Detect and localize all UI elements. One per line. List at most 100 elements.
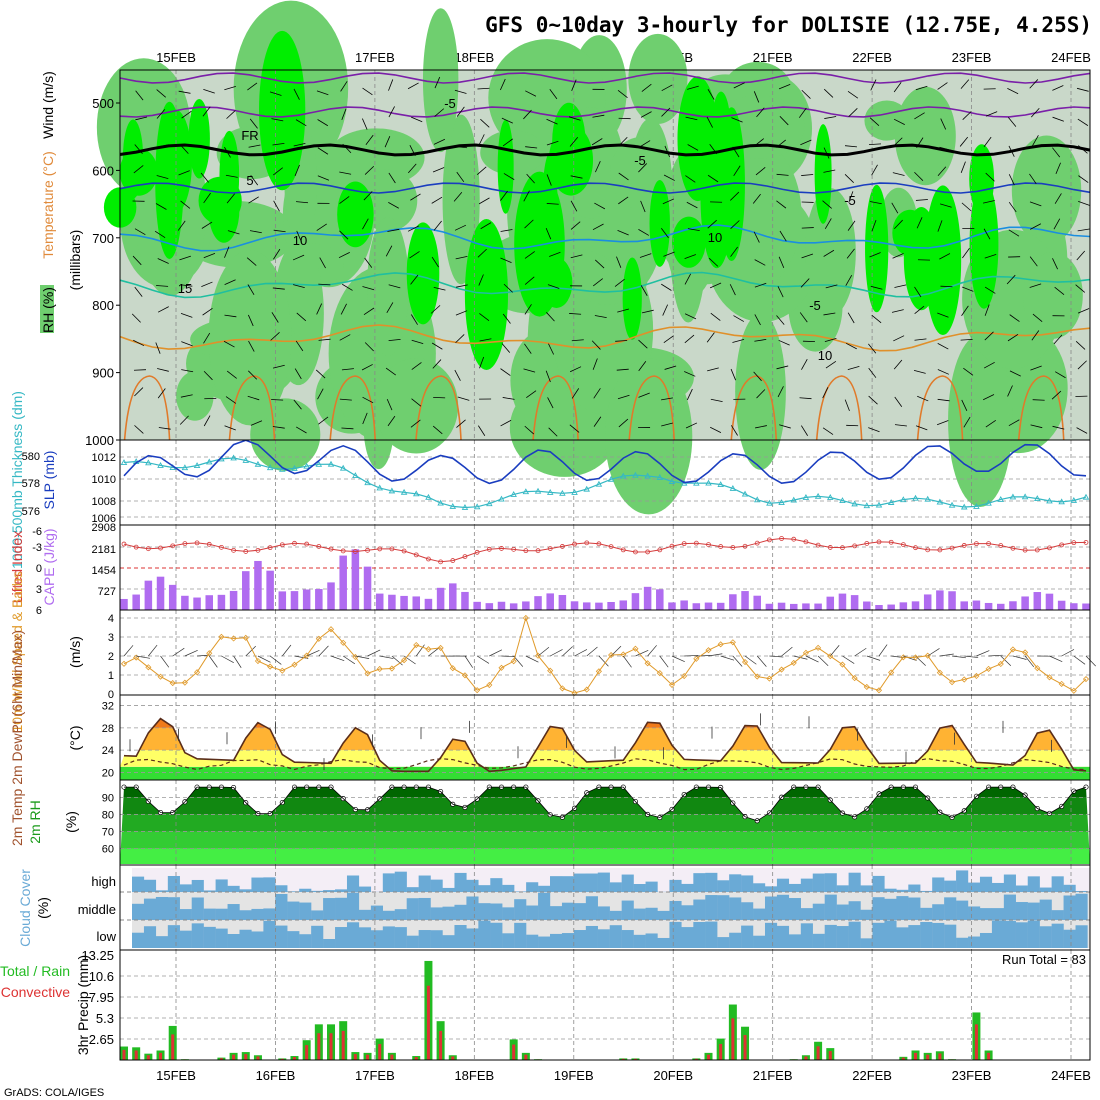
wind-barb bbox=[710, 426, 722, 433]
wind10-point bbox=[851, 675, 858, 682]
wind-barb bbox=[1052, 258, 1058, 270]
wind-barb bbox=[385, 245, 393, 257]
slp-line bbox=[123, 439, 1087, 485]
cloud-bar bbox=[1075, 893, 1088, 920]
cloud-bar bbox=[370, 930, 383, 948]
rh-high-region bbox=[259, 30, 306, 191]
cape-bar bbox=[424, 598, 433, 610]
cape-bar bbox=[875, 605, 883, 610]
cloud-bar bbox=[179, 909, 192, 920]
temperature-isoline bbox=[119, 182, 1091, 194]
wind10-barb bbox=[1024, 655, 1035, 668]
wind-barb bbox=[1030, 424, 1043, 429]
wind-barb bbox=[226, 193, 235, 204]
wind-barb bbox=[250, 175, 259, 186]
precip-conv-label: Convective bbox=[1, 984, 70, 1000]
wind-barb bbox=[293, 142, 306, 147]
wind-barb bbox=[616, 368, 629, 371]
cape-bar bbox=[1057, 600, 1066, 610]
wind-barb bbox=[1032, 399, 1045, 401]
wind10-point bbox=[827, 653, 834, 660]
wind-barb bbox=[156, 89, 167, 98]
wind-barb bbox=[709, 282, 722, 289]
wind-barb bbox=[709, 144, 718, 155]
wind10-point bbox=[145, 664, 152, 671]
cloud-level-label: low bbox=[96, 929, 116, 944]
wind-barb bbox=[524, 219, 534, 229]
wind-barb bbox=[477, 248, 487, 258]
cloud-bar bbox=[335, 927, 348, 948]
wind10-point bbox=[620, 651, 627, 658]
cape-bar bbox=[741, 591, 749, 610]
wind-barb bbox=[480, 222, 492, 230]
cloud-bar bbox=[944, 880, 957, 892]
wind10-barb bbox=[330, 655, 345, 662]
wind-barb bbox=[570, 221, 581, 230]
wind-barb bbox=[799, 397, 812, 400]
lifted-point bbox=[121, 541, 127, 547]
wind-barb bbox=[388, 106, 395, 118]
contour-label: 5 bbox=[246, 173, 253, 188]
li-tick: 0 bbox=[36, 563, 42, 575]
cloud-bar bbox=[167, 925, 180, 948]
wind-barb bbox=[454, 369, 461, 381]
wind-barb bbox=[1052, 85, 1064, 91]
wind-barb bbox=[686, 201, 698, 209]
wind-barb bbox=[640, 200, 646, 213]
wind-barb bbox=[871, 220, 877, 232]
cloud-bar bbox=[299, 934, 312, 948]
cloud-bar bbox=[836, 885, 849, 892]
wind-barb bbox=[341, 368, 354, 371]
cloud-bar bbox=[956, 900, 969, 920]
warm-isoline bbox=[916, 375, 964, 441]
cape-bar bbox=[729, 594, 737, 610]
wind10-point bbox=[815, 644, 822, 651]
wind-barb bbox=[226, 110, 236, 119]
cloud-bar bbox=[167, 897, 180, 920]
date-label-top: 21FEB bbox=[753, 50, 793, 65]
wind-barb bbox=[939, 203, 952, 208]
wind-barb bbox=[523, 109, 532, 120]
cloud-bar bbox=[191, 897, 204, 920]
cloud-bar bbox=[573, 873, 587, 892]
wind-barb bbox=[273, 200, 280, 212]
top-date-axis: 15FEB16FEB17FEB18FEB19FEB20FEB21FEB22FEB… bbox=[156, 50, 1091, 65]
cape-bar bbox=[449, 583, 457, 610]
wind-barb bbox=[936, 420, 949, 426]
wind-barb bbox=[500, 190, 508, 201]
wind-barb bbox=[984, 286, 996, 294]
wind-barb bbox=[894, 219, 903, 230]
wind-barb bbox=[801, 253, 814, 259]
wind-barb bbox=[776, 315, 785, 325]
wind10-barb bbox=[282, 644, 292, 657]
cape-bar bbox=[789, 603, 798, 610]
wind-barb bbox=[179, 255, 191, 261]
wind-barb bbox=[914, 171, 924, 181]
wind-barb bbox=[316, 90, 329, 96]
cloud-bar bbox=[645, 933, 658, 948]
cloud-bar bbox=[550, 906, 563, 920]
date-label-bottom: 21FEB bbox=[753, 1068, 793, 1083]
wind10-barb bbox=[732, 655, 743, 667]
wind10-point bbox=[729, 639, 736, 646]
cloud-bar bbox=[896, 927, 909, 948]
wind-barb bbox=[983, 361, 995, 369]
cloud-bar bbox=[621, 900, 634, 920]
wind-barb bbox=[662, 304, 668, 316]
wind10-barb bbox=[269, 655, 282, 665]
wind-barb bbox=[295, 426, 307, 434]
wind-barb bbox=[594, 315, 607, 319]
wind-barb bbox=[133, 339, 145, 347]
wind-barb bbox=[868, 343, 877, 354]
rh-band bbox=[120, 814, 1090, 832]
wind10-point bbox=[510, 658, 517, 665]
cape-bar bbox=[351, 549, 360, 610]
cloud-bar bbox=[167, 875, 180, 892]
wind-barb bbox=[638, 361, 647, 372]
wind-barb bbox=[893, 335, 905, 342]
wind-barb bbox=[1052, 425, 1065, 430]
wind-barb bbox=[134, 387, 144, 397]
cloud-bar bbox=[753, 883, 766, 892]
cloud-bar bbox=[788, 883, 801, 892]
wind-barb bbox=[362, 218, 369, 230]
